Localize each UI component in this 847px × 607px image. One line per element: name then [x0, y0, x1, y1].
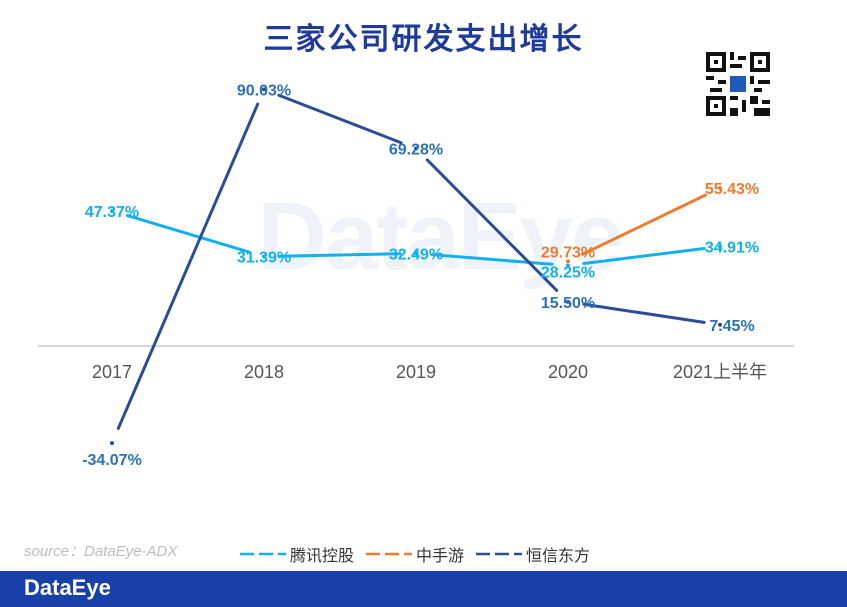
- data-label: 15.50%: [541, 295, 595, 312]
- data-point: [566, 259, 570, 264]
- data-label: 7.45%: [709, 318, 754, 335]
- series-line-segment: [582, 246, 706, 266]
- series-line-segment: [430, 253, 554, 266]
- data-label: 47.37%: [85, 204, 139, 221]
- series-line-segment: [278, 252, 402, 258]
- data-point: [262, 87, 266, 92]
- data-label: 31.39%: [237, 250, 291, 267]
- legend-label-tencent: 腾讯控股: [290, 546, 355, 565]
- data-point: [414, 251, 418, 256]
- data-point: [110, 441, 114, 446]
- data-point: [262, 254, 266, 259]
- data-point: [718, 244, 722, 249]
- source-note: source：DataEye-ADX: [24, 543, 178, 560]
- data-point: [110, 208, 114, 213]
- line-chart: 2017 2018 2019 2020 2021上半年 47.37% 31.39% 32.49…: [38, 82, 794, 469]
- series-line-segment: [125, 214, 251, 254]
- legend-swatch-hengxin: [476, 552, 523, 556]
- data-point: [566, 299, 570, 304]
- watermark: DataEye: [257, 183, 625, 290]
- x-tick-label: 2019: [396, 362, 436, 382]
- legend-label-hengxin: 恒信东方: [526, 546, 591, 565]
- data-label: 34.91%: [705, 240, 759, 257]
- x-tick-label: 2017: [92, 362, 132, 382]
- series-line-segment: [582, 302, 706, 324]
- data-point: [414, 146, 418, 151]
- data-point: [718, 322, 722, 327]
- legend-item-tencent: 腾讯控股: [240, 542, 354, 566]
- data-point: [718, 186, 722, 191]
- x-tick-label: 2018: [244, 362, 284, 382]
- qr-code-icon: [706, 52, 770, 116]
- data-label: 69.28%: [389, 142, 443, 159]
- data-label: -34.07%: [82, 452, 142, 469]
- legend-swatch-tencent: [240, 552, 286, 556]
- data-label: 90.03%: [237, 82, 291, 99]
- legend-item-hengxin: 恒信东方: [476, 542, 590, 566]
- legend-label-cmge: 中手游: [416, 546, 465, 565]
- x-tick-label: 2021上半年: [673, 362, 767, 382]
- data-label: 55.43%: [705, 181, 759, 198]
- footer-bar: DataEye: [0, 571, 847, 607]
- chart-title: 三家公司研发支出增长: [263, 22, 584, 57]
- legend: 腾讯控股 中手游 恒信东方: [240, 542, 602, 566]
- series-line-segment: [580, 193, 708, 256]
- legend-swatch-cmge: [366, 552, 413, 556]
- data-label: 28.25%: [541, 264, 595, 281]
- series-line-segment: [116, 102, 260, 430]
- data-label: 29.73%: [541, 244, 595, 261]
- footer-logo: DataEye: [24, 575, 111, 600]
- data-point: [566, 263, 570, 268]
- series-line-segment: [425, 158, 559, 292]
- series-line-segment: [277, 93, 403, 145]
- legend-item-cmge: 中手游: [366, 542, 464, 566]
- x-tick-label: 2020: [548, 362, 588, 382]
- data-label: 32.49%: [389, 246, 443, 263]
